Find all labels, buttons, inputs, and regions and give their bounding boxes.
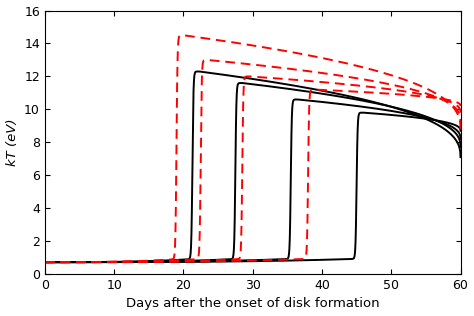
Y-axis label: kT (eV): kT (eV): [6, 118, 18, 166]
X-axis label: Days after the onset of disk formation: Days after the onset of disk formation: [126, 297, 380, 310]
